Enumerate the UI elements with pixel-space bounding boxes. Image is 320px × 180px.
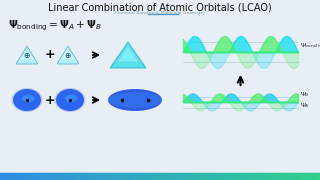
Polygon shape xyxy=(118,46,138,62)
Polygon shape xyxy=(20,49,34,60)
Text: $\Psi_{\rm bonding}$: $\Psi_{\rm bonding}$ xyxy=(300,42,320,52)
Text: $\Psi_B$: $\Psi_B$ xyxy=(300,91,310,99)
Text: Linear Combination of Atomic Orbitals (LCAO): Linear Combination of Atomic Orbitals (L… xyxy=(48,3,272,13)
Polygon shape xyxy=(57,46,79,64)
Ellipse shape xyxy=(13,89,41,111)
Text: +: + xyxy=(45,48,55,62)
Text: $\oplus$: $\oplus$ xyxy=(23,51,31,60)
Polygon shape xyxy=(110,42,146,68)
Text: $\oplus$: $\oplus$ xyxy=(64,51,72,60)
Ellipse shape xyxy=(108,89,162,111)
Text: Chemical Bonding & Molecular Geometry: Chemical Bonding & Molecular Geometry xyxy=(115,11,205,15)
Ellipse shape xyxy=(22,94,35,102)
Ellipse shape xyxy=(12,88,43,112)
Polygon shape xyxy=(16,46,38,64)
Polygon shape xyxy=(61,49,75,60)
Ellipse shape xyxy=(65,94,78,102)
Text: $\Psi_A$: $\Psi_A$ xyxy=(300,102,310,111)
Ellipse shape xyxy=(56,89,84,111)
Ellipse shape xyxy=(108,93,162,107)
Text: $\mathbf{\Psi}_{\rm bonding} = \mathbf{\Psi}_A + \mathbf{\Psi}_B$: $\mathbf{\Psi}_{\rm bonding} = \mathbf{\… xyxy=(8,19,102,33)
Text: +: + xyxy=(45,93,55,107)
Ellipse shape xyxy=(55,88,85,112)
